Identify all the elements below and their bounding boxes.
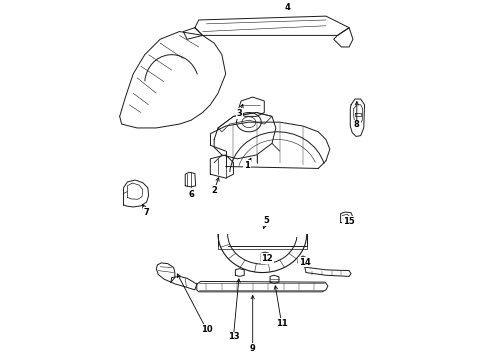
Text: 9: 9 — [250, 344, 256, 353]
Text: 7: 7 — [144, 207, 149, 216]
Text: 4: 4 — [285, 3, 291, 12]
Text: 11: 11 — [276, 319, 288, 328]
Text: 2: 2 — [211, 186, 217, 195]
Text: 15: 15 — [343, 217, 355, 226]
Text: 14: 14 — [299, 258, 311, 267]
Text: 10: 10 — [200, 325, 212, 334]
Text: 8: 8 — [354, 120, 360, 129]
Text: 12: 12 — [262, 254, 273, 263]
Text: 6: 6 — [188, 190, 194, 199]
Text: 3: 3 — [236, 109, 242, 118]
Text: 1: 1 — [244, 161, 250, 170]
Text: 13: 13 — [228, 332, 239, 341]
Text: 5: 5 — [263, 216, 269, 225]
